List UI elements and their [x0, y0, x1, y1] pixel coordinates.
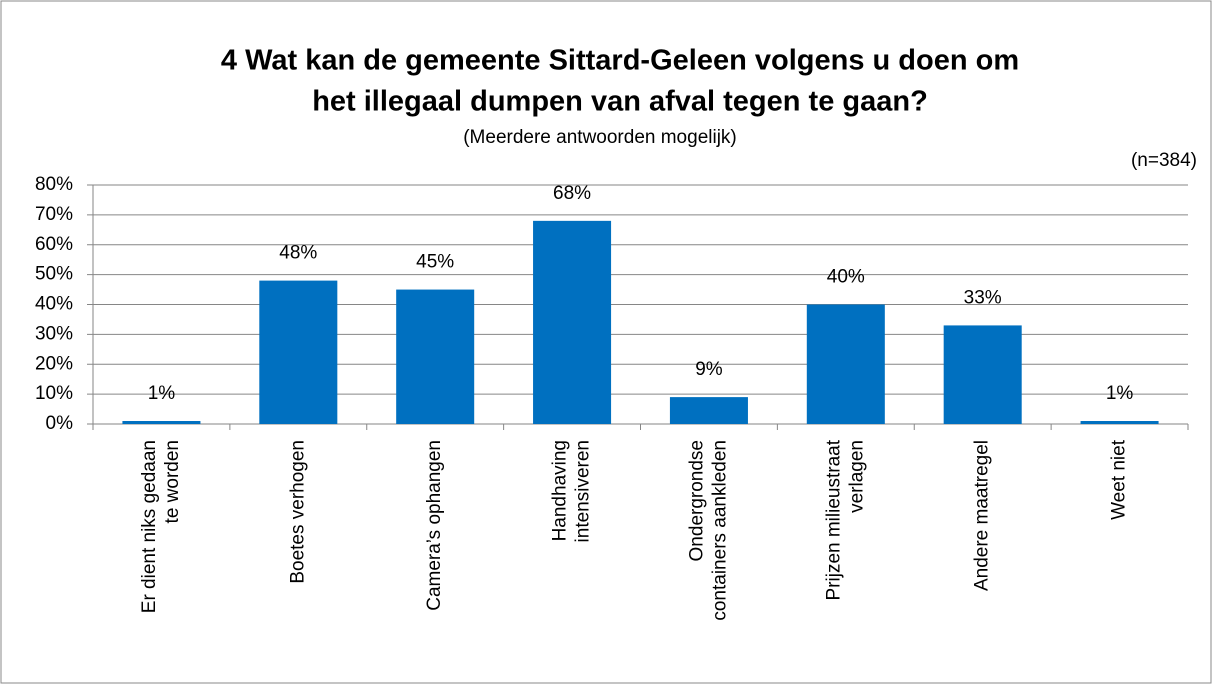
data-label: 1% — [148, 383, 176, 404]
chart-title: 4 Wat kan de gemeente Sittard-Geleen vol… — [221, 45, 1019, 77]
y-tick-label: 60% — [35, 234, 73, 255]
x-tick-label: Ondergrondse containers aankleden — [686, 440, 730, 621]
annotation: (n=384) — [1131, 150, 1197, 171]
x-tick-label: Andere maatregel — [972, 440, 993, 591]
y-tick-label: 20% — [35, 353, 73, 374]
y-tick-label: 70% — [35, 204, 73, 225]
data-label: 9% — [695, 359, 723, 380]
y-tick-label: 0% — [46, 413, 74, 434]
x-tick-label: Camera’s ophangen — [424, 440, 445, 611]
y-tick-label: 80% — [35, 174, 73, 195]
data-label: 1% — [1106, 383, 1134, 404]
bar — [396, 289, 475, 424]
chart-title: het illegaal dumpen van afval tegen te g… — [312, 86, 928, 118]
data-label: 33% — [964, 287, 1002, 308]
data-label: 48% — [279, 243, 317, 264]
data-label: 45% — [416, 252, 454, 273]
data-label: 68% — [553, 183, 591, 204]
x-tick-label: Er dient niks gedaan te worden — [139, 440, 183, 613]
x-tick-label: Prijzen milieustraat verlagen — [823, 439, 867, 600]
bar — [122, 421, 201, 424]
bar — [259, 280, 338, 424]
data-label: 40% — [827, 267, 865, 288]
x-tick-label: Boetes verhogen — [287, 440, 308, 584]
bar — [1080, 421, 1159, 424]
bar — [669, 397, 748, 424]
y-tick-label: 10% — [35, 383, 73, 404]
x-tick-label: Handhaving intensiveren — [550, 440, 594, 542]
y-tick-label: 30% — [35, 323, 73, 344]
y-tick-label: 50% — [35, 264, 73, 285]
subtitle: (Meerdere antwoorden mogelijk) — [463, 127, 737, 148]
bar — [806, 304, 885, 424]
bar — [943, 325, 1022, 424]
y-tick-label: 40% — [35, 294, 73, 315]
bar — [533, 220, 612, 424]
x-tick-label: Weet niet — [1109, 439, 1130, 520]
